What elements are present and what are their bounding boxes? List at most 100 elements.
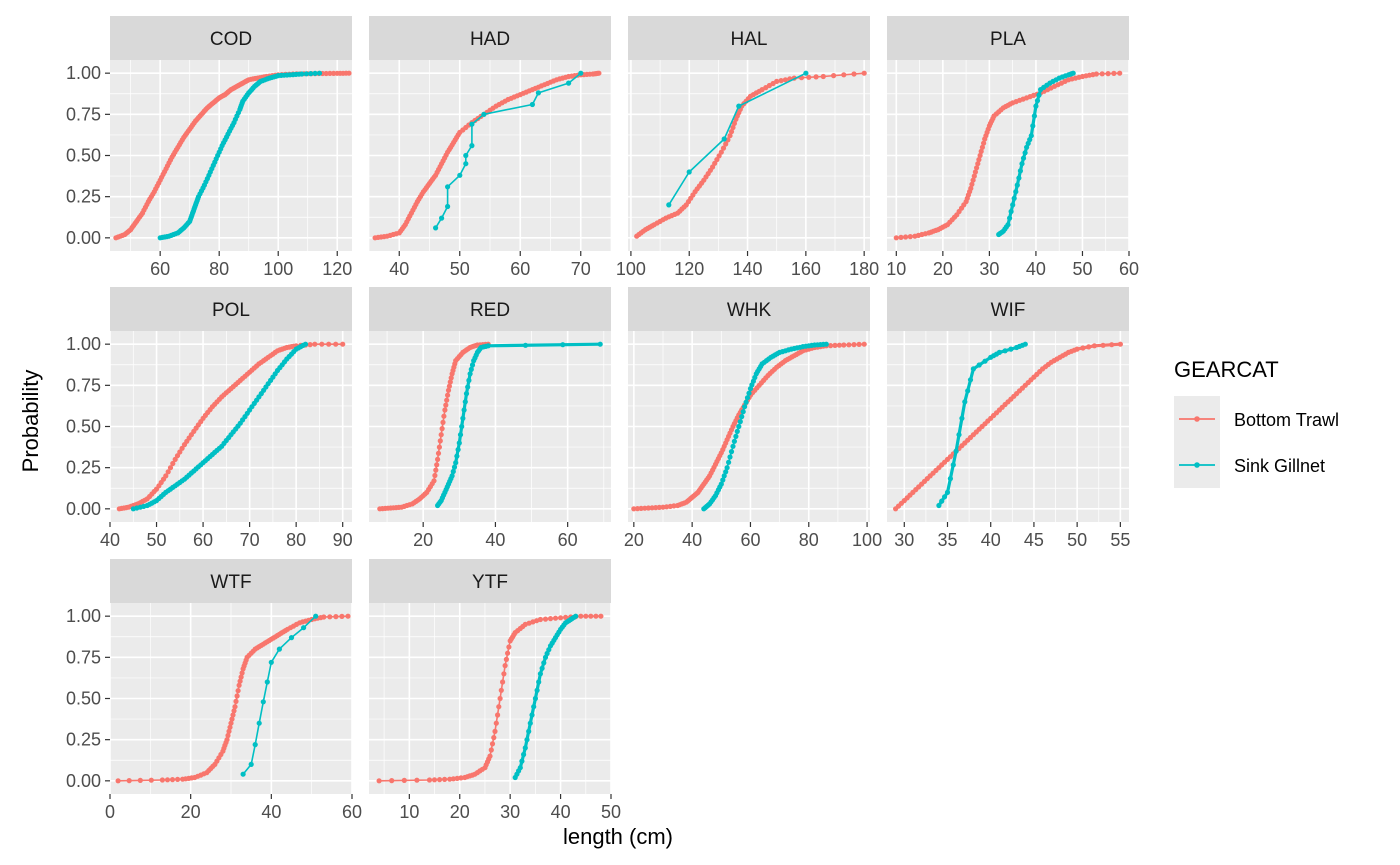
data-point: [466, 377, 472, 383]
data-point: [733, 433, 739, 439]
data-point: [493, 720, 499, 726]
data-point: [469, 362, 476, 368]
data-point: [446, 383, 452, 389]
x-tick-label: 45: [1024, 530, 1044, 550]
x-tick-label: 40: [485, 530, 505, 550]
x-tick-label: 50: [450, 259, 470, 279]
data-point: [537, 616, 544, 623]
data-point: [841, 342, 847, 348]
data-point: [224, 737, 230, 743]
data-point: [596, 70, 602, 76]
data-point: [441, 413, 447, 419]
x-tick-label: 40: [261, 802, 281, 822]
data-point: [467, 371, 473, 377]
facet-strip: [110, 287, 352, 331]
data-point: [832, 342, 838, 348]
legend-key-point: [1194, 462, 1200, 468]
data-point: [506, 644, 512, 650]
data-point: [239, 670, 245, 676]
data-point: [455, 447, 461, 453]
x-tick-label: 120: [674, 259, 704, 279]
data-point: [820, 73, 826, 80]
data-point: [1022, 341, 1028, 347]
data-point: [433, 225, 439, 231]
data-point: [346, 70, 352, 76]
data-point: [268, 659, 274, 665]
x-tick-label: 60: [740, 530, 760, 550]
facet-had: HAD 40 50 60 70: [368, 16, 612, 279]
data-point: [939, 498, 945, 504]
y-tick-label: 1.00: [66, 334, 101, 354]
y-tick-label: 1.00: [66, 606, 101, 626]
data-point: [435, 456, 441, 462]
x-tick-label: 20: [181, 802, 201, 822]
data-point: [456, 440, 462, 446]
data-point: [740, 409, 746, 415]
data-point: [522, 342, 529, 348]
data-point: [1070, 70, 1076, 76]
facet-strip: [887, 287, 1129, 331]
data-point: [970, 366, 977, 372]
data-point: [519, 758, 525, 764]
data-point: [445, 203, 451, 210]
facet-strip: [110, 16, 352, 60]
data-point: [841, 72, 847, 78]
data-point: [723, 141, 729, 147]
data-point: [299, 71, 305, 77]
data-point: [1030, 123, 1036, 129]
data-point: [856, 341, 862, 347]
data-point: [978, 148, 984, 154]
data-point: [502, 663, 508, 669]
data-point: [534, 687, 540, 693]
legend-key-point: [1194, 416, 1200, 422]
y-tick-label: 0.25: [66, 458, 101, 478]
x-tick-label: 0: [105, 802, 115, 822]
data-point: [535, 90, 542, 96]
data-point: [723, 469, 729, 475]
data-point: [560, 342, 566, 348]
y-tick-label: 0.75: [66, 647, 101, 667]
data-point: [443, 402, 449, 408]
data-point: [463, 161, 469, 167]
data-point: [976, 362, 982, 368]
data-point: [936, 502, 942, 509]
data-point: [743, 399, 749, 405]
data-point: [1016, 175, 1022, 181]
data-point: [457, 172, 463, 178]
y-tick-label: 0.00: [66, 228, 101, 248]
data-point: [524, 737, 530, 743]
data-point: [1105, 71, 1111, 77]
data-point: [159, 777, 165, 783]
y-tick-label: 0.25: [66, 187, 101, 207]
x-tick-label: 60: [150, 259, 170, 279]
data-point: [433, 467, 439, 473]
data-point: [445, 392, 451, 398]
data-point: [165, 469, 171, 475]
y-tick-label: 0.50: [66, 417, 101, 437]
data-point: [645, 505, 652, 511]
data-point: [1013, 189, 1019, 195]
data-point: [718, 481, 724, 487]
x-tick-label: 55: [1110, 530, 1130, 550]
data-point: [950, 462, 956, 468]
data-point: [531, 704, 537, 710]
data-point: [903, 234, 909, 240]
data-point: [323, 70, 329, 77]
data-point: [727, 454, 733, 460]
data-point: [437, 438, 443, 444]
data-point: [588, 613, 594, 619]
data-point: [501, 671, 507, 677]
x-tick-label: 180: [849, 259, 879, 279]
data-point: [731, 120, 738, 126]
data-point: [720, 477, 726, 483]
legend-title: GEARCAT: [1174, 357, 1279, 382]
data-point: [237, 678, 243, 684]
data-point: [979, 144, 986, 150]
x-tick-label: 70: [571, 259, 591, 279]
facet-cod: COD 60 80 100 120 0.00 0.25 0.50 0.75 1.00: [66, 16, 352, 279]
x-tick-label: 60: [193, 530, 213, 550]
data-point: [537, 671, 544, 677]
data-point: [345, 613, 351, 619]
x-tick-label: 10: [886, 259, 906, 279]
data-point: [439, 215, 445, 221]
